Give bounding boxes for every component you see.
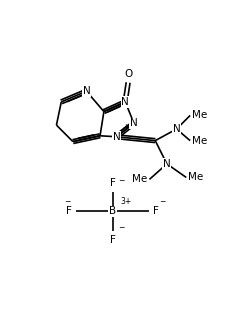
Text: Me: Me [188, 172, 204, 182]
Text: N: N [163, 159, 171, 169]
Text: −: − [160, 197, 166, 206]
Text: Me: Me [132, 174, 148, 184]
Text: N: N [112, 132, 120, 142]
Text: −: − [64, 197, 70, 206]
Text: −: − [118, 223, 124, 232]
Text: +: + [122, 124, 129, 132]
Text: F: F [66, 206, 72, 216]
Text: N: N [173, 124, 180, 134]
Text: F: F [153, 206, 159, 216]
Text: Me: Me [192, 110, 207, 121]
Text: B: B [109, 206, 116, 216]
Text: −: − [118, 176, 124, 185]
Text: Me: Me [192, 136, 207, 146]
Text: F: F [110, 178, 116, 188]
Text: 3+: 3+ [120, 197, 132, 206]
Text: N: N [121, 97, 129, 107]
Text: N: N [130, 118, 138, 128]
Text: O: O [124, 69, 132, 79]
Text: F: F [110, 235, 116, 244]
Text: N: N [82, 86, 90, 96]
